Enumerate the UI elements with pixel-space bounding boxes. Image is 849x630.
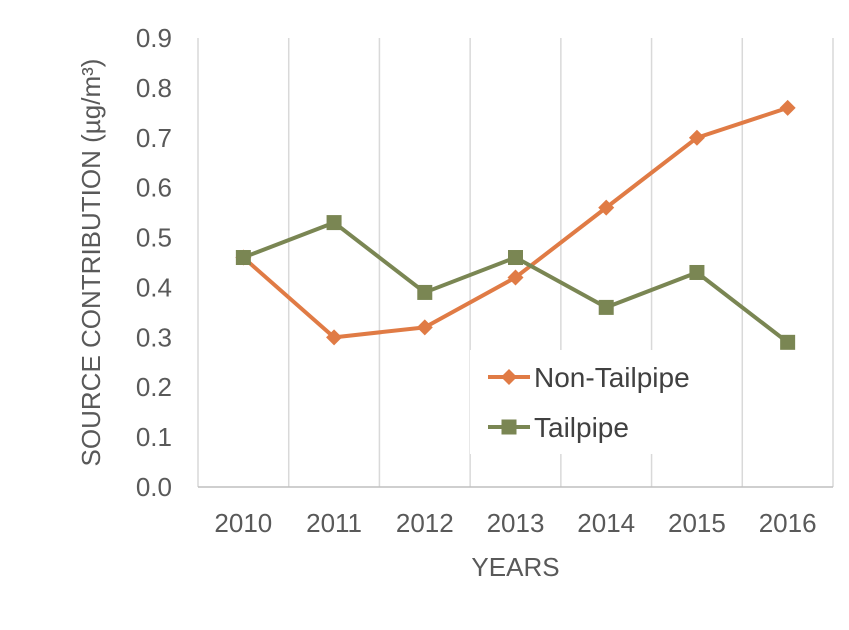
- data-point: [689, 264, 705, 280]
- legend-entry: Tailpipe: [488, 412, 629, 443]
- y-tick-label: 0.4: [136, 272, 172, 302]
- data-point: [417, 284, 433, 300]
- x-tick-label: 2012: [396, 508, 454, 538]
- data-point: [779, 99, 796, 116]
- x-tick-labels: 2010 2011 2012 2013 2014 2015 2016: [214, 508, 816, 538]
- data-point: [508, 250, 523, 266]
- x-tick-label: 2016: [759, 508, 817, 538]
- y-tick-label: 0.7: [136, 123, 172, 153]
- x-tick-label: 2013: [487, 508, 545, 538]
- x-tick-label: 2010: [214, 508, 272, 538]
- data-point: [501, 419, 517, 435]
- series-tailpipe: [235, 215, 796, 350]
- y-axis-title: SOURCE CONTRIBUTION (µg/m³): [76, 59, 106, 467]
- y-tick-label: 0.1: [136, 422, 172, 452]
- y-tick-label: 0.3: [136, 322, 172, 352]
- series-layer: [235, 99, 796, 350]
- data-point: [235, 250, 251, 266]
- legend-background: [470, 350, 732, 454]
- data-point: [780, 334, 796, 350]
- data-point: [688, 129, 705, 146]
- gridlines: [197, 38, 834, 487]
- legend-label: Tailpipe: [534, 412, 629, 443]
- y-tick-label: 0.6: [136, 173, 172, 203]
- data-point: [507, 269, 524, 286]
- legend: Non-Tailpipe Tailpipe: [488, 362, 690, 443]
- legend-label: Non-Tailpipe: [534, 362, 690, 393]
- data-point: [598, 199, 615, 216]
- y-tick-label: 0.0: [136, 472, 172, 502]
- series-non-tailpipe: [235, 99, 796, 346]
- data-point: [326, 215, 342, 231]
- legend-entry: Non-Tailpipe: [488, 362, 690, 393]
- y-tick-label: 0.9: [136, 23, 172, 53]
- x-tick-label: 2014: [577, 508, 635, 538]
- x-axis-title: YEARS: [471, 552, 559, 582]
- data-point: [416, 319, 433, 336]
- y-tick-labels: 0.0 0.1 0.2 0.3 0.4 0.5 0.6 0.7 0.8 0.9: [136, 23, 172, 502]
- y-tick-label: 0.2: [136, 372, 172, 402]
- data-point: [501, 369, 517, 385]
- data-point: [598, 299, 614, 315]
- data-point: [326, 329, 343, 346]
- x-tick-label: 2011: [306, 508, 362, 538]
- series-line: [242, 105, 789, 340]
- legend-box: [470, 350, 732, 454]
- y-tick-label: 0.5: [136, 223, 172, 253]
- y-tick-label: 0.8: [136, 73, 172, 103]
- x-tick-label: 2015: [668, 508, 726, 538]
